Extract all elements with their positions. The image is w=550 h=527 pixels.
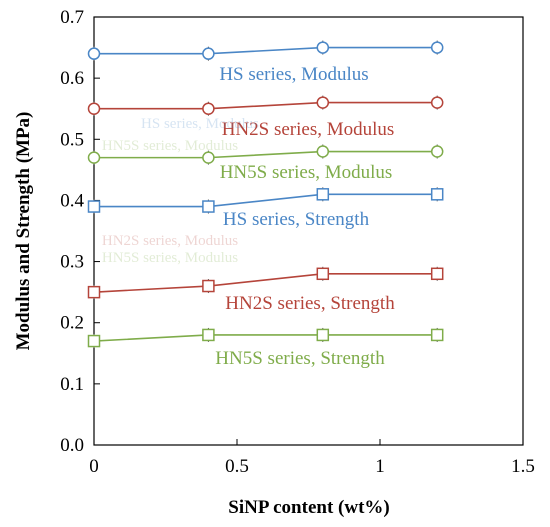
series-label: HS series, Modulus [219, 64, 368, 85]
series-label: HN5S series, Strength [215, 348, 385, 369]
plot-frame [93, 16, 524, 446]
series-label: HN2S series, Modulus [222, 119, 395, 140]
data-point-square [202, 328, 215, 342]
data-point-circle [202, 47, 215, 60]
data-point-square [202, 200, 215, 213]
series-label: HN5S series, Modulus [220, 162, 393, 183]
data-point-square [316, 267, 330, 281]
series-2 [87, 95, 444, 116]
x-tick-label: 0.5 [225, 456, 249, 477]
y-tick-label: 0.3 [60, 252, 84, 273]
data-point-circle [202, 151, 215, 164]
data-point-square [87, 200, 101, 213]
data-point-circle [316, 41, 330, 54]
data-point-circle [430, 145, 444, 158]
x-tick-label: 0 [89, 456, 99, 477]
data-point-circle [316, 145, 330, 158]
ghost-label: HS series, Modulus [141, 116, 259, 132]
data-point-circle [87, 102, 101, 115]
data-point-square [316, 188, 330, 201]
y-axis-title: Modulus and Strength (MPa) [13, 112, 34, 351]
x-tick-label: 1 [375, 456, 385, 477]
series-line [94, 46, 438, 55]
data-point-circle [316, 96, 330, 109]
series-label: HS series, Strength [223, 209, 370, 230]
y-tick-label: 0.2 [60, 313, 84, 334]
series-5 [87, 266, 444, 300]
series-3 [87, 144, 444, 165]
series-line [93, 272, 438, 293]
y-tick-label: 0.6 [60, 68, 84, 89]
series-line [94, 193, 438, 208]
data-point-square [430, 267, 444, 281]
series-1 [87, 40, 444, 61]
series-line [94, 150, 438, 159]
data-point-circle [202, 102, 215, 115]
x-axis-title: SiNP content (wt%) [228, 497, 389, 518]
data-point-circle [87, 151, 101, 164]
series-line [94, 101, 438, 110]
series-6 [87, 327, 444, 349]
series-line [93, 334, 438, 342]
data-point-square [316, 328, 330, 342]
data-point-circle [430, 96, 444, 109]
y-tick-label: 0.0 [60, 435, 84, 456]
data-point-square [430, 328, 444, 342]
y-tick-label: 0.7 [60, 7, 84, 28]
data-point-square [430, 188, 444, 201]
series-4 [87, 187, 444, 214]
data-point-square [202, 279, 215, 293]
data-point-circle [430, 41, 444, 54]
y-tick-label: 0.5 [60, 129, 84, 150]
y-tick-label: 0.4 [60, 190, 84, 211]
data-point-square [87, 285, 101, 299]
y-tick-label: 0.1 [60, 374, 84, 395]
x-tick-label: 1.5 [511, 456, 535, 477]
data-point-circle [87, 47, 101, 60]
ghost-label: HN2S series, Modulus [102, 233, 238, 249]
series-label: HN2S series, Strength [225, 293, 395, 314]
ghost-label: HN5S series, Modulus [102, 250, 238, 266]
ghost-label: HN5S series, Modulus [102, 138, 238, 154]
data-point-square [87, 334, 101, 348]
